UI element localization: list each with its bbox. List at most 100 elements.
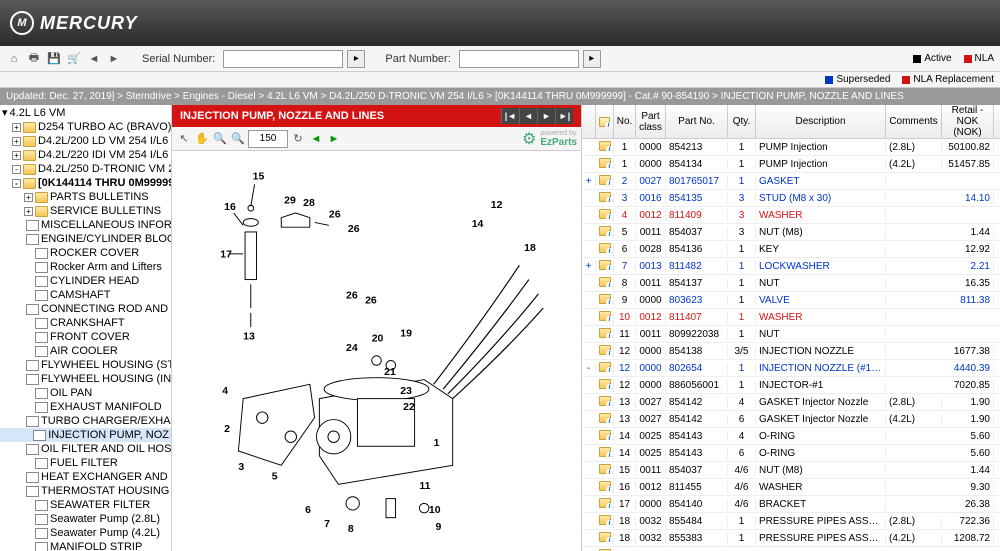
tree-item[interactable]: SEAWATER FILTER — [0, 498, 171, 512]
back-icon[interactable]: ◄ — [86, 51, 102, 67]
ezparts-logo: ⚙ powered byEzParts — [522, 129, 577, 149]
table-row[interactable]: 1400258541434O-RING5.60 — [582, 428, 1000, 445]
tree-item[interactable]: CRANKSHAFT — [0, 316, 171, 330]
tree-model[interactable]: +D4.2L/220 IDI VM 254 I/L6 — [0, 148, 171, 162]
zoom-input[interactable] — [248, 130, 288, 148]
tree-item[interactable]: ROCKER COVER — [0, 246, 171, 260]
part-go[interactable]: ▸ — [583, 50, 601, 68]
tree-item[interactable]: AIR COOLER — [0, 344, 171, 358]
tree-item[interactable]: THERMOSTAT HOUSING A — [0, 484, 171, 498]
tree-item[interactable]: OIL FILTER AND OIL HOS — [0, 442, 171, 456]
brand-header: M MERCURY — [0, 0, 1000, 46]
table-row[interactable]: 1000128114071WASHER — [582, 309, 1000, 326]
diagram-title-bar: INJECTION PUMP, NOZZLE AND LINES |◄ ◄ ► … — [172, 105, 581, 127]
tree-item[interactable]: Seawater Pump (2.8L) — [0, 512, 171, 526]
tree-item[interactable]: MANIFOLD STRIP — [0, 540, 171, 551]
svg-text:26: 26 — [329, 210, 341, 221]
diagram-area[interactable]: 15 16 17 13 2928 2626 2626 24 2019 21 23… — [172, 151, 581, 551]
table-row[interactable]: 1200008541383/5INJECTION NOZZLE1677.38 — [582, 343, 1000, 360]
table-row[interactable]: -1200008026541INJECTION NOZZLE (#1 CYLIN… — [582, 360, 1000, 377]
tree-item[interactable]: INJECTION PUMP, NOZ — [0, 428, 171, 442]
table-row[interactable]: 600288541361KEY12.92 — [582, 241, 1000, 258]
table-row[interactable]: 1700008541404/6BRACKET26.38 — [582, 496, 1000, 513]
tree-item[interactable]: HEAT EXCHANGER AND H — [0, 470, 171, 484]
tree-item[interactable]: Seawater Pump (4.2L) — [0, 526, 171, 540]
fwd-icon[interactable]: ► — [106, 51, 122, 67]
nav-next-icon[interactable]: ► — [537, 108, 555, 124]
tree-model[interactable]: +D254 TURBO AC (BRAVO) VM — [0, 120, 171, 134]
tree-item[interactable]: +PARTS BULLETINS — [0, 190, 171, 204]
tree-model[interactable]: -D4.2L/250 D-TRONIC VM 254 — [0, 162, 171, 176]
table-row[interactable]: 1100118099220381NUT — [582, 326, 1000, 343]
table-row[interactable]: 100008542131PUMP Injection(2.8L)50100.82 — [582, 139, 1000, 156]
tree-item[interactable]: CYLINDER HEAD — [0, 274, 171, 288]
refresh-icon[interactable]: ↻ — [290, 131, 306, 147]
pan-icon[interactable]: ✋ — [194, 131, 210, 147]
table-row[interactable]: 400128114093WASHER — [582, 207, 1000, 224]
nav-prev-icon[interactable]: ◄ — [519, 108, 537, 124]
table-row[interactable]: 300168541353STUD (M8 x 30)14.10 — [582, 190, 1000, 207]
print-icon[interactable]: 🖶 — [26, 51, 42, 67]
prev-icon[interactable]: ◄ — [308, 131, 324, 147]
tree-item[interactable]: FLYWHEEL HOUSING (ST — [0, 358, 171, 372]
diagram-nav[interactable]: |◄ ◄ ► ►| — [501, 108, 573, 124]
zoom-in-icon[interactable]: 🔍 — [212, 131, 228, 147]
part-input[interactable] — [459, 50, 579, 68]
tree-serial[interactable]: -[0K144114 THRU 0M999999 — [0, 176, 171, 190]
svg-text:13: 13 — [243, 332, 255, 343]
serial-go[interactable]: ▸ — [347, 50, 365, 68]
svg-text:5: 5 — [272, 472, 278, 483]
table-row[interactable]: 1500118540374/6NUT (M8)1.44 — [582, 462, 1000, 479]
tree-item[interactable]: +SERVICE BULLETINS — [0, 204, 171, 218]
tree-item[interactable]: CAMSHAFT — [0, 288, 171, 302]
table-row[interactable]: 1400258541436O-RING5.60 — [582, 445, 1000, 462]
svg-text:29: 29 — [284, 195, 296, 206]
table-row[interactable]: 1600128114554/6WASHER9.30 — [582, 479, 1000, 496]
table-row[interactable]: +200278017650171GASKET — [582, 173, 1000, 190]
table-row[interactable]: 1300278541424GASKET Injector Nozzle(2.8L… — [582, 394, 1000, 411]
home-icon[interactable]: ⌂ — [6, 51, 22, 67]
cart-icon[interactable]: 🛒 — [66, 51, 82, 67]
svg-text:17: 17 — [220, 250, 232, 261]
svg-text:24: 24 — [346, 343, 358, 354]
table-row[interactable]: 100008541341PUMP Injection(4.2L)51457.85 — [582, 156, 1000, 173]
grid-body[interactable]: 100008542131PUMP Injection(2.8L)50100.82… — [582, 139, 1000, 551]
tree-item[interactable]: FUEL FILTER — [0, 456, 171, 470]
tree-root[interactable]: ▾4.2L L6 VM — [0, 105, 171, 120]
tree-item[interactable]: FRONT COVER — [0, 330, 171, 344]
table-row[interactable]: 1900108017611661SCREW486.49 — [582, 547, 1000, 551]
pointer-icon[interactable]: ↖ — [176, 131, 192, 147]
svg-text:28: 28 — [303, 198, 315, 209]
table-row[interactable]: 500118540373NUT (M8)1.44 — [582, 224, 1000, 241]
tree-item[interactable]: Rocker Arm and Lifters — [0, 260, 171, 274]
part-label: Part Number: — [385, 53, 450, 65]
tree-item[interactable]: EXHAUST MANIFOLD — [0, 400, 171, 414]
env-header[interactable] — [596, 105, 614, 138]
zoom-out-icon[interactable]: 🔍 — [230, 131, 246, 147]
tree-item[interactable]: OIL PAN — [0, 386, 171, 400]
svg-text:26: 26 — [346, 291, 358, 302]
tree-sidebar[interactable]: ▾4.2L L6 VM +D254 TURBO AC (BRAVO) VM+D4… — [0, 105, 172, 551]
save-icon[interactable]: 💾 — [46, 51, 62, 67]
table-row[interactable]: 1200008860560011INJECTOR-#17020.85 — [582, 377, 1000, 394]
table-row[interactable]: +700138114821LOCKWASHER2.21 — [582, 258, 1000, 275]
table-row[interactable]: 800118541371NUT16.35 — [582, 275, 1000, 292]
next-icon[interactable]: ► — [326, 131, 342, 147]
table-row[interactable]: 900008036231VALVE811.38 — [582, 292, 1000, 309]
table-row[interactable]: 1800328553831PRESSURE PIPES ASSEMBLY(4.2… — [582, 530, 1000, 547]
table-row[interactable]: 1300278541426GASKET Injector Nozzle(4.2L… — [582, 411, 1000, 428]
brand-logo: M MERCURY — [10, 11, 138, 35]
tree-item[interactable]: TURBO CHARGER/EXHAU — [0, 414, 171, 428]
tree-item[interactable]: ENGINE/CYLINDER BLOC — [0, 232, 171, 246]
serial-label: Serial Number: — [142, 53, 215, 65]
tree-item[interactable]: FLYWHEEL HOUSING (IN — [0, 372, 171, 386]
serial-input[interactable] — [223, 50, 343, 68]
nav-first-icon[interactable]: |◄ — [501, 108, 519, 124]
grid-header: No. Part class Part No. Qty. Description… — [582, 105, 1000, 139]
nav-last-icon[interactable]: ►| — [555, 108, 573, 124]
tree-item[interactable]: MISCELLANEOUS INFORM — [0, 218, 171, 232]
breadcrumb[interactable]: Updated: Dec. 27, 2019] > Sterndrive > E… — [0, 88, 1000, 105]
tree-item[interactable]: CONNECTING ROD AND P — [0, 302, 171, 316]
table-row[interactable]: 1800328554841PRESSURE PIPES ASSEMBLY(2.8… — [582, 513, 1000, 530]
tree-model[interactable]: +D4.2L/200 LD VM 254 I/L6 — [0, 134, 171, 148]
